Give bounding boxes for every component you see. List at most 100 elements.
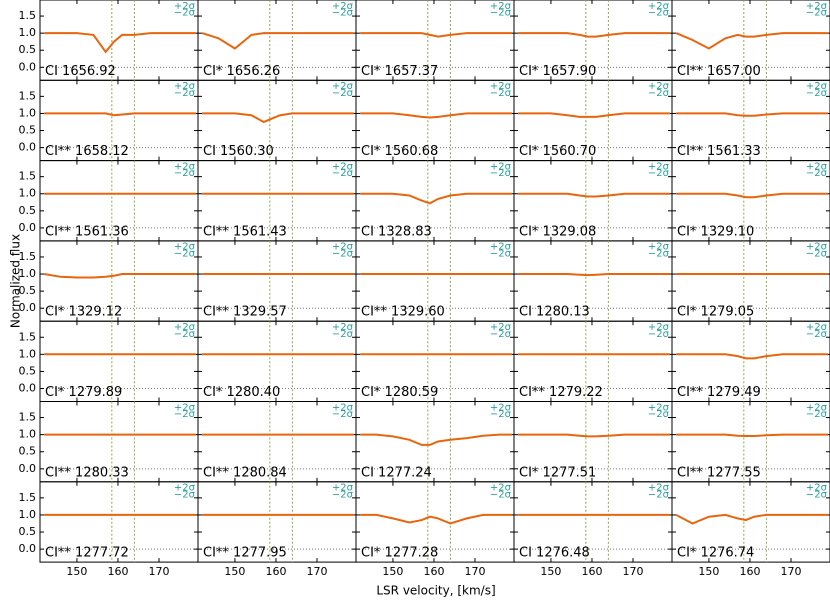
sigma-label: +2σ — [490, 402, 512, 413]
panel-label: CI** 1280.84 — [203, 465, 287, 480]
sigma-label: +2σ — [332, 1, 354, 12]
y-tick-label: 1.5 — [19, 250, 37, 263]
y-tick-label: 1.0 — [19, 187, 37, 200]
y-tick-label: 1.0 — [19, 106, 37, 119]
sigma-label: +2σ — [490, 81, 512, 92]
sigma-label: −2σ — [174, 88, 196, 99]
sigma-label: −2σ — [490, 489, 512, 500]
x-axis-label: LSR velocity, [km/s] — [376, 584, 495, 598]
panel-label: CI** 1658.12 — [45, 144, 129, 159]
sigma-label: +2σ — [490, 322, 512, 333]
panel-label: CI 1277.24 — [361, 465, 432, 480]
sigma-label: +2σ — [806, 161, 828, 172]
model-line — [518, 112, 670, 118]
sigma-label: −2σ — [490, 329, 512, 340]
y-tick-label: 0.5 — [19, 525, 37, 538]
sigma-label: −2σ — [332, 88, 354, 99]
y-tick-label: 1.0 — [19, 508, 37, 521]
sigma-label: +2σ — [648, 81, 670, 92]
panel-label: CI* 1329.10 — [677, 224, 754, 239]
sigma-label: +2σ — [332, 81, 354, 92]
panel-label: CI* 1279.89 — [45, 385, 122, 400]
y-tick-label: 0.5 — [19, 124, 37, 137]
model-line — [518, 433, 670, 438]
model-line — [675, 513, 828, 525]
x-tick-label: 170 — [465, 565, 486, 578]
sigma-label: +2σ — [806, 242, 828, 253]
sigma-label: −2σ — [648, 409, 670, 420]
panel-label: CI* 1656.26 — [203, 64, 280, 79]
y-tick-label: 0.0 — [19, 141, 37, 154]
sigma-label: −2σ — [648, 168, 670, 179]
y-tick-label: 0.5 — [19, 204, 37, 217]
y-tick-label: 1.5 — [19, 491, 37, 504]
model-line — [518, 273, 670, 277]
panel-label: CI** 1277.95 — [203, 546, 287, 561]
sigma-label: −2σ — [490, 88, 512, 99]
x-tick-label: 150 — [382, 565, 403, 578]
y-tick-label: 0.0 — [19, 60, 37, 73]
panel-label: CI* 1280.40 — [203, 385, 280, 400]
model-line — [360, 192, 512, 205]
x-tick-label: 160 — [265, 565, 286, 578]
y-tick-label: 1.0 — [19, 267, 37, 280]
model-line — [43, 273, 196, 279]
panel-label: CI** 1277.55 — [677, 465, 761, 480]
sigma-label: −2σ — [806, 409, 828, 420]
sigma-label: +2σ — [806, 402, 828, 413]
sigma-label: −2σ — [806, 8, 828, 19]
sigma-label: +2σ — [174, 161, 196, 172]
sigma-label: −2σ — [648, 249, 670, 260]
sigma-label: −2σ — [174, 489, 196, 500]
model-line — [201, 32, 354, 50]
y-tick-label: 1.0 — [19, 428, 37, 441]
y-tick-label: 0.0 — [19, 301, 37, 314]
x-tick-label: 150 — [224, 565, 245, 578]
sigma-label: +2σ — [174, 81, 196, 92]
panel-label: CI 1328.83 — [361, 224, 432, 239]
sigma-label: +2σ — [648, 161, 670, 172]
sigma-label: −2σ — [174, 249, 196, 260]
sigma-label: +2σ — [174, 483, 196, 494]
model-line — [518, 32, 670, 38]
x-tick-label: 160 — [107, 565, 128, 578]
panel-label: CI* 1277.28 — [361, 546, 438, 561]
sigma-label: −2σ — [806, 249, 828, 260]
x-tick-label: 170 — [623, 565, 644, 578]
x-tick-label: 150 — [698, 565, 719, 578]
panel-label: CI* 1329.12 — [45, 305, 122, 320]
panel-label: CI* 1280.59 — [361, 385, 438, 400]
y-tick-label: 0.5 — [19, 43, 37, 56]
sigma-label: +2σ — [648, 483, 670, 494]
panel-label: CI* 1277.51 — [519, 465, 596, 480]
sigma-label: +2σ — [806, 483, 828, 494]
sigma-label: −2σ — [174, 8, 196, 19]
sigma-label: −2σ — [490, 8, 512, 19]
panel-label: CI 1656.92 — [45, 64, 116, 79]
y-tick-label: 0.0 — [19, 542, 37, 555]
sigma-label: −2σ — [648, 88, 670, 99]
sigma-label: +2σ — [648, 1, 670, 12]
y-tick-label: 0.5 — [19, 284, 37, 297]
y-tick-label: 1.5 — [19, 411, 37, 424]
panel-label: CI* 1657.37 — [361, 64, 438, 79]
sigma-label: −2σ — [806, 88, 828, 99]
sigma-label: +2σ — [490, 242, 512, 253]
y-tick-label: 0.5 — [19, 445, 37, 458]
y-tick-label: 1.0 — [19, 347, 37, 360]
sigma-label: +2σ — [332, 242, 354, 253]
panel-label: CI* 1276.74 — [677, 546, 754, 561]
panel-label: CI** 1329.60 — [361, 305, 445, 320]
panel-label: CI 1280.13 — [519, 305, 590, 320]
model-line — [360, 32, 512, 38]
y-tick-label: 1.5 — [19, 89, 37, 102]
sigma-label: +2σ — [490, 483, 512, 494]
panel-label: CI* 1279.05 — [677, 305, 754, 320]
sigma-label: −2σ — [806, 168, 828, 179]
x-tick-label: 160 — [423, 565, 444, 578]
panel-label: CI** 1561.33 — [677, 144, 761, 159]
sigma-label: −2σ — [648, 329, 670, 340]
sigma-label: +2σ — [332, 322, 354, 333]
panel-label: CI** 1657.00 — [677, 64, 761, 79]
